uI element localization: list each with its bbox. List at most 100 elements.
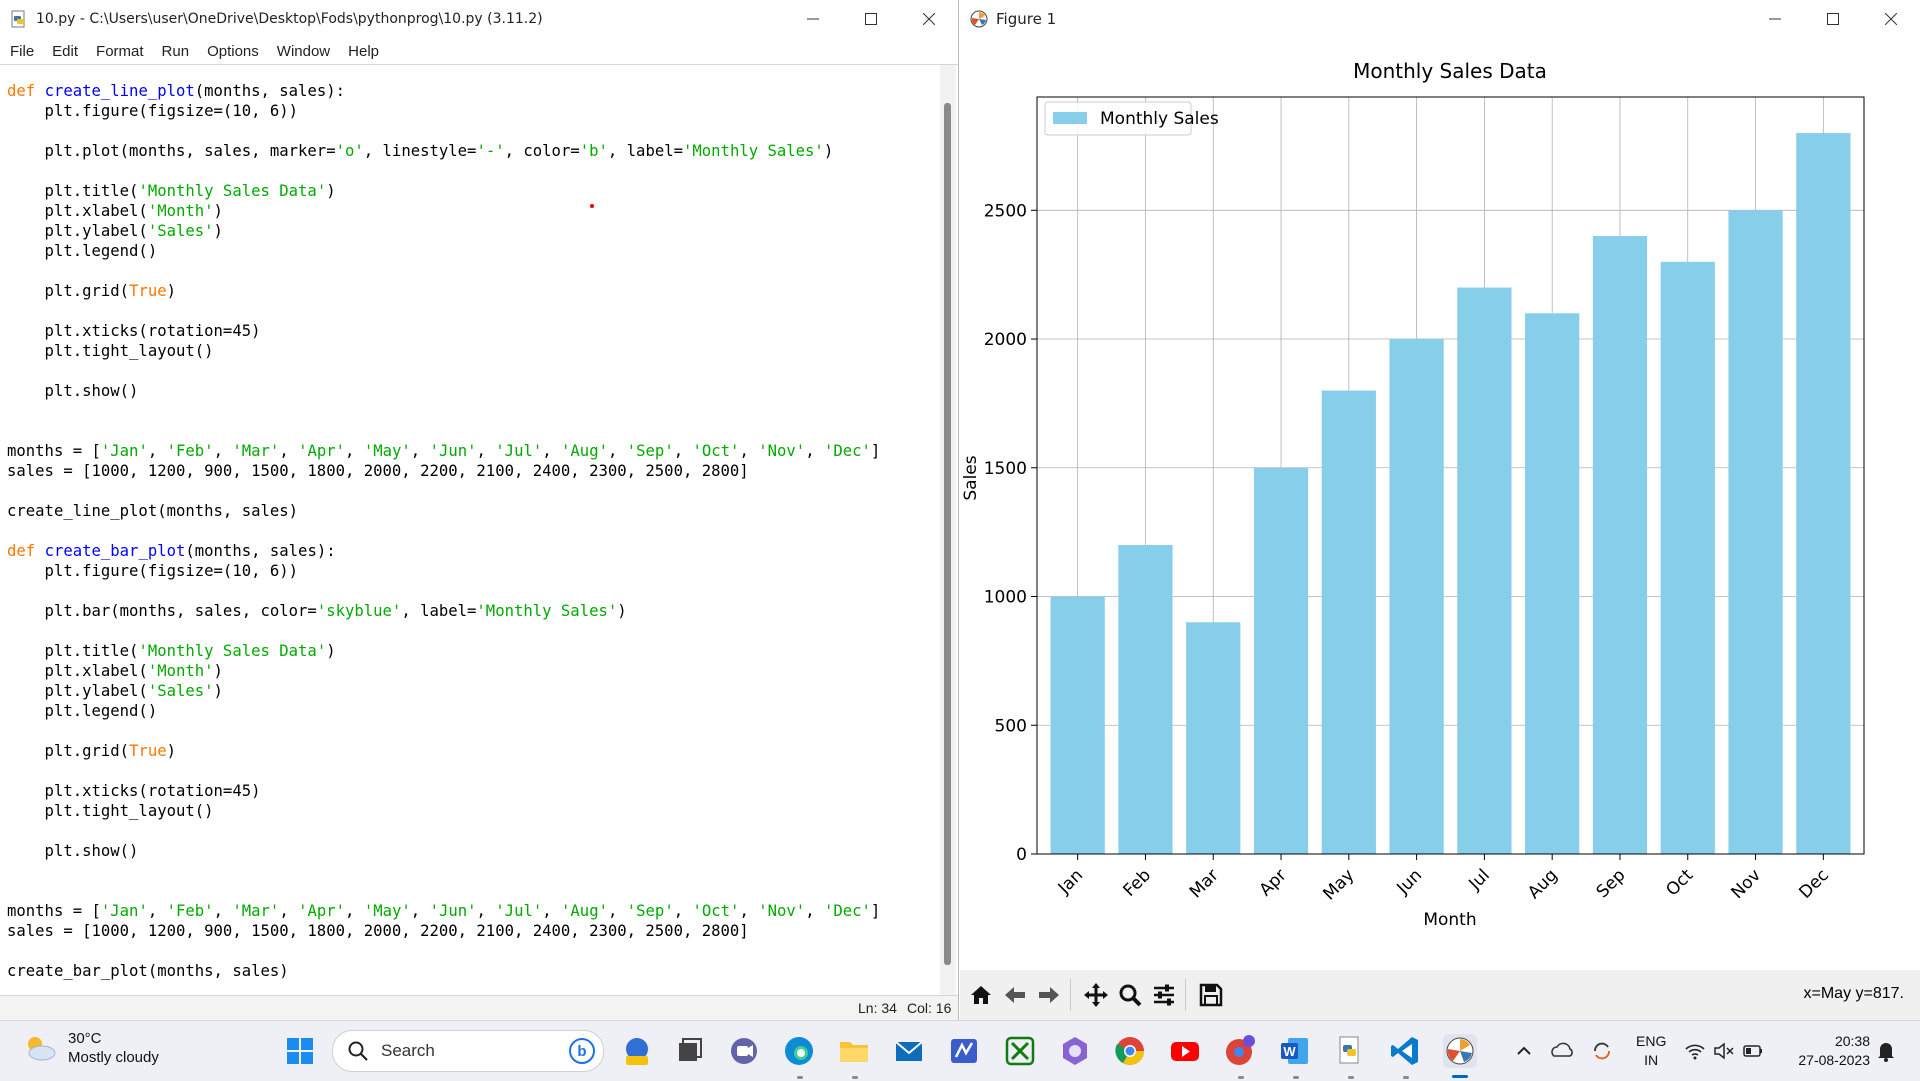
taskbar-clock[interactable]: 20:38 27-08-2023	[1798, 1032, 1870, 1070]
code-line: sales = [1000, 1200, 900, 1500, 1800, 20…	[7, 462, 749, 480]
start-button[interactable]	[283, 1034, 317, 1068]
copilot-app[interactable]	[620, 1034, 654, 1068]
matplotlib-figure-app[interactable]	[1443, 1034, 1477, 1068]
figure-close-button[interactable]	[1862, 0, 1920, 38]
code-line: plt.tight_layout()	[7, 802, 214, 820]
windows-taskbar: 30°C Mostly cloudy Search b	[0, 1020, 1920, 1081]
menu-options[interactable]: Options	[207, 42, 259, 60]
chart-title: Monthly Sales Data	[1353, 59, 1547, 83]
idle-editor-window: 10.py - C:\Users\user\OneDrive\Desktop\F…	[0, 0, 959, 1021]
code-line: plt.bar(months, sales, color='skyblue', …	[7, 602, 627, 620]
menu-edit[interactable]: Edit	[52, 42, 79, 60]
figure-maximize-button[interactable]	[1804, 0, 1862, 38]
bar-nov	[1728, 210, 1783, 855]
code-line: plt.grid(True)	[7, 742, 177, 760]
bing-icon: b	[569, 1038, 595, 1064]
idle-titlebar[interactable]: 10.py - C:\Users\user\OneDrive\Desktop\F…	[0, 0, 958, 38]
sync-tray[interactable]	[1588, 1034, 1616, 1068]
language-indicator[interactable]: ENG IN	[1636, 1032, 1666, 1070]
chart-legend: Monthly Sales	[1044, 101, 1219, 136]
menu-window[interactable]: Window	[276, 42, 331, 60]
menu-file[interactable]: File	[10, 42, 35, 60]
task-view-icon	[679, 1038, 702, 1061]
y-tick-label: 0	[1016, 845, 1027, 865]
code-line: plt.xticks(rotation=45)	[7, 322, 261, 340]
figure-window: Figure 1 0 500 1000 1500 2000 2500 Jan Feb Mar Ap…	[960, 0, 1920, 1020]
y-tick-label: 500	[995, 716, 1027, 736]
home-button[interactable]	[966, 980, 996, 1010]
menu-help[interactable]: Help	[348, 42, 379, 60]
code-line: plt.legend()	[7, 242, 158, 260]
weather-cloudy-icon	[28, 1037, 56, 1061]
menu-format[interactable]: Format	[96, 42, 144, 60]
legend-swatch	[1053, 112, 1087, 124]
code-line: plt.title('Monthly Sales Data')	[7, 182, 336, 200]
youtube-app[interactable]	[1168, 1034, 1202, 1068]
scrollbar-thumb[interactable]	[944, 103, 951, 965]
maximize-icon	[865, 13, 877, 25]
pan-button[interactable]	[1081, 980, 1111, 1010]
configure-subplots-button[interactable]	[1149, 980, 1179, 1010]
figure-titlebar[interactable]: Figure 1	[960, 0, 1920, 38]
bar-may	[1321, 390, 1376, 854]
copilot-hex-app[interactable]	[1058, 1034, 1092, 1068]
code-line: plt.title('Monthly Sales Data')	[7, 642, 336, 660]
bar-feb	[1118, 545, 1173, 854]
bar-sep	[1592, 236, 1648, 854]
back-button[interactable]	[1000, 980, 1030, 1010]
minimize-button[interactable]	[784, 0, 842, 38]
task-view-app[interactable]	[672, 1034, 706, 1068]
chrome-app[interactable]	[1113, 1034, 1147, 1068]
bar-jul	[1457, 287, 1512, 854]
mail-app[interactable]	[892, 1034, 926, 1068]
save-button[interactable]	[1196, 980, 1226, 1010]
whiteboard-app[interactable]	[947, 1034, 981, 1068]
code-editor[interactable]: def create_line_plot(months, sales): plt…	[0, 65, 938, 995]
edge-app[interactable]	[782, 1034, 816, 1068]
menu-run[interactable]: Run	[161, 42, 190, 60]
code-line: plt.show()	[7, 842, 139, 860]
weather-description: Mostly cloudy	[68, 1049, 159, 1066]
svg-text:W: W	[1283, 1044, 1296, 1059]
refresh-icon	[1594, 1042, 1610, 1060]
figure-minimize-button[interactable]	[1746, 0, 1804, 38]
file-explorer-app[interactable]	[837, 1034, 871, 1068]
code-line: plt.figure(figsize=(10, 6))	[7, 562, 299, 580]
clock-time: 20:38	[1834, 1033, 1870, 1049]
editor-scrollbar[interactable]	[940, 65, 956, 995]
vscode-app[interactable]	[1388, 1034, 1422, 1068]
forward-button[interactable]	[1034, 980, 1064, 1010]
code-line: plt.ylabel('Sales')	[7, 222, 223, 240]
figure-toolbar: x=May y=817.	[960, 970, 1920, 1020]
figure-window-title: Figure 1	[996, 10, 1057, 28]
teams-app[interactable]	[727, 1034, 761, 1068]
zoom-button[interactable]	[1115, 980, 1145, 1010]
python-app[interactable]	[1333, 1034, 1367, 1068]
minimize-icon	[807, 18, 819, 20]
wifi-icon	[1685, 1044, 1705, 1060]
taskbar-search-box[interactable]: Search b	[332, 1030, 604, 1072]
close-button[interactable]	[900, 0, 958, 38]
maximize-button[interactable]	[842, 0, 900, 38]
code-line: create_bar_plot(months, sales)	[7, 962, 289, 980]
chevron-up-icon	[1517, 1046, 1531, 1055]
status-column: Col: 16	[907, 1000, 952, 1016]
status-line: Ln: 34	[858, 1000, 897, 1016]
onedrive-tray[interactable]	[1548, 1034, 1576, 1068]
app-running-indicator	[1293, 1076, 1299, 1079]
weather-widget[interactable]: 30°C Mostly cloudy	[22, 1029, 159, 1067]
show-hidden-icons-button[interactable]	[1512, 1034, 1536, 1068]
idle-statusbar: Ln: 34 Col: 16	[0, 995, 958, 1021]
home-icon	[971, 986, 991, 1004]
code-text: def create_line_plot(months, sales): plt…	[0, 65, 938, 981]
quick-settings-tray[interactable]	[1684, 1034, 1764, 1068]
edge-icon	[785, 1037, 813, 1065]
y-tick-label: 1500	[984, 459, 1027, 479]
notifications-button[interactable]	[1872, 1034, 1900, 1068]
svg-text:b: b	[577, 1043, 586, 1060]
xbox-app[interactable]	[1003, 1034, 1037, 1068]
chrome-profile-app[interactable]	[1223, 1034, 1257, 1068]
word-app[interactable]: W	[1278, 1034, 1312, 1068]
copilot-hex-icon	[1063, 1037, 1087, 1065]
